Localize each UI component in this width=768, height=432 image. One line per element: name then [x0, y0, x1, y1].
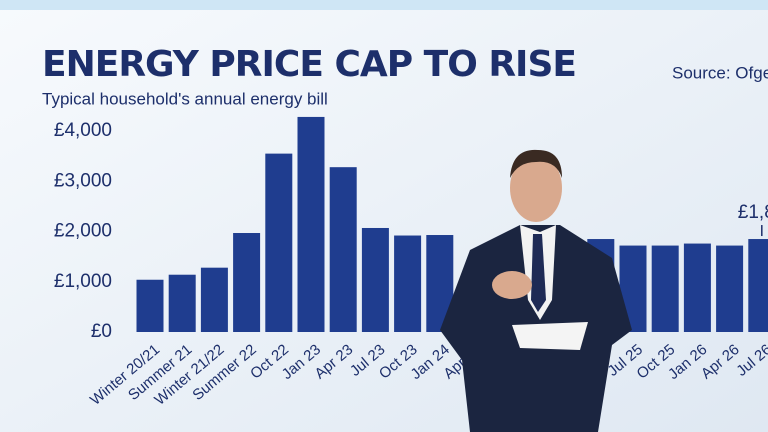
y-tick-label: £0	[91, 321, 112, 342]
y-tick-label: £1,000	[54, 271, 112, 292]
tie	[531, 234, 546, 312]
papers	[512, 322, 588, 350]
hair	[510, 149, 562, 178]
presenter	[440, 149, 632, 432]
bar	[748, 239, 768, 332]
value-label: £1,849	[738, 202, 768, 223]
bar	[233, 233, 261, 332]
bar	[168, 274, 196, 332]
chart-source: Source: Ofgem	[672, 63, 768, 82]
top-band	[0, 0, 768, 10]
bar	[297, 116, 325, 333]
bar	[716, 245, 744, 332]
head	[510, 154, 562, 222]
y-tick-label: £4,000	[54, 120, 112, 141]
bar	[136, 279, 164, 332]
y-tick-label: £3,000	[54, 170, 112, 191]
hand	[492, 271, 532, 299]
bar	[265, 153, 293, 332]
bar	[200, 267, 228, 332]
bar	[329, 167, 357, 332]
y-tick-label: £2,000	[54, 221, 112, 242]
bar	[683, 243, 711, 332]
bar	[651, 245, 679, 332]
bar	[361, 227, 389, 332]
chart-subtitle: Typical household's annual energy bill	[42, 89, 328, 108]
chart-title: ENERGY PRICE CAP TO RISE	[42, 44, 576, 85]
bar	[394, 235, 422, 332]
